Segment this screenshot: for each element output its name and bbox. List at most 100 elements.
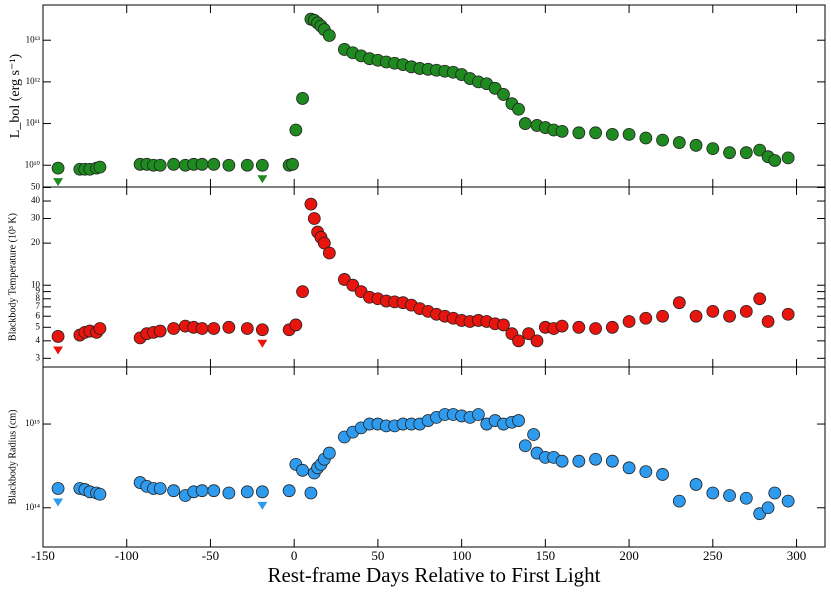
data-point bbox=[639, 465, 653, 479]
data-point bbox=[781, 494, 795, 508]
y-tick-label: 20 bbox=[31, 237, 41, 247]
data-point bbox=[307, 212, 321, 225]
data-point bbox=[286, 157, 299, 171]
data-point bbox=[207, 322, 221, 335]
data-point bbox=[296, 463, 309, 477]
data-point bbox=[672, 136, 686, 149]
data-point bbox=[195, 484, 209, 498]
data-point bbox=[689, 309, 703, 323]
data-point bbox=[768, 486, 782, 500]
data-point bbox=[322, 29, 336, 42]
data-point bbox=[555, 454, 569, 468]
data-point bbox=[304, 486, 318, 500]
data-point bbox=[240, 322, 254, 335]
y-axis-label: Blackbody Radius (cm) bbox=[7, 410, 18, 505]
y-tick-label: 4 bbox=[36, 335, 41, 345]
data-point bbox=[656, 468, 669, 481]
data-point bbox=[255, 323, 269, 337]
data-point bbox=[555, 319, 569, 333]
data-point bbox=[167, 322, 181, 335]
data-point bbox=[639, 311, 653, 325]
data-point bbox=[282, 484, 296, 498]
data-point bbox=[706, 486, 720, 500]
data-point bbox=[572, 454, 586, 468]
x-tick-label: 250 bbox=[703, 548, 723, 563]
data-point bbox=[222, 320, 236, 334]
data-point bbox=[622, 461, 636, 475]
data-point bbox=[672, 296, 686, 310]
data-point bbox=[723, 489, 736, 502]
y-tick-label: 10 bbox=[31, 279, 41, 289]
y-tick-label: 10¹⁴ bbox=[25, 502, 40, 512]
y-tick-label: 8 bbox=[36, 293, 41, 303]
panel-frame bbox=[42, 186, 826, 368]
data-point bbox=[656, 309, 669, 323]
data-point bbox=[240, 485, 254, 499]
data-point bbox=[622, 127, 636, 141]
upper-limit-arrow bbox=[257, 175, 268, 184]
data-point bbox=[51, 482, 65, 495]
data-point bbox=[207, 157, 221, 171]
upper-limit-arrow bbox=[257, 339, 268, 348]
y-tick-label: 30 bbox=[31, 213, 41, 223]
upper-limit-arrow bbox=[53, 346, 64, 355]
x-tick-label: 0 bbox=[291, 548, 298, 563]
data-point bbox=[153, 482, 167, 495]
y-tick-label: 10¹⁵ bbox=[25, 418, 40, 428]
x-tick-label: 50 bbox=[371, 548, 384, 563]
data-point bbox=[153, 158, 167, 172]
data-point bbox=[497, 318, 510, 332]
data-point bbox=[768, 154, 782, 167]
data-point bbox=[255, 485, 269, 499]
data-point bbox=[589, 452, 602, 466]
y-tick-label: 50 bbox=[31, 182, 41, 192]
data-point bbox=[689, 478, 703, 491]
data-point bbox=[195, 322, 209, 335]
y-tick-label: 10¹⁰ bbox=[25, 159, 41, 169]
data-point bbox=[656, 133, 669, 147]
y-tick-label: 6 bbox=[36, 310, 41, 320]
x-tick-label: 150 bbox=[536, 548, 556, 563]
x-tick-label: -50 bbox=[202, 548, 219, 563]
data-point bbox=[753, 143, 767, 157]
data-point bbox=[289, 123, 303, 137]
data-point bbox=[93, 160, 107, 174]
data-point bbox=[723, 146, 736, 160]
data-point bbox=[522, 327, 536, 341]
data-point bbox=[322, 446, 336, 460]
x-tick-label: 200 bbox=[619, 548, 639, 563]
y-axis-label: L_bol (erg s⁻¹) bbox=[8, 53, 23, 138]
data-point bbox=[706, 304, 720, 318]
y-tick-label: 5 bbox=[36, 321, 41, 331]
y-tick-label: 40 bbox=[31, 195, 41, 205]
data-point bbox=[761, 315, 775, 328]
y-tick-label: 10¹² bbox=[26, 76, 41, 86]
data-point bbox=[781, 307, 795, 321]
y-tick-label: 10¹¹ bbox=[26, 118, 41, 128]
y-axis-label: Blackbody Temperature (10³ K) bbox=[7, 213, 18, 341]
data-point bbox=[289, 318, 303, 332]
data-point bbox=[51, 161, 65, 175]
panel-frame bbox=[42, 366, 826, 548]
data-point bbox=[93, 487, 107, 501]
y-tick-label: 7 bbox=[36, 301, 41, 311]
data-point bbox=[304, 197, 318, 211]
data-point bbox=[93, 322, 107, 335]
data-point bbox=[296, 92, 309, 105]
data-point bbox=[518, 117, 532, 130]
data-point bbox=[605, 454, 619, 468]
data-point bbox=[167, 484, 181, 498]
upper-limit-arrow bbox=[53, 498, 64, 507]
data-point bbox=[639, 131, 653, 145]
data-point bbox=[572, 126, 586, 140]
data-point bbox=[781, 151, 795, 165]
data-point bbox=[322, 246, 336, 260]
data-point bbox=[761, 501, 775, 515]
data-point bbox=[167, 157, 181, 171]
x-axis-label: Rest-frame Days Relative to First Light bbox=[267, 563, 600, 587]
data-point bbox=[222, 158, 236, 172]
data-point bbox=[51, 330, 65, 343]
data-point bbox=[240, 158, 254, 172]
data-point bbox=[739, 146, 753, 160]
